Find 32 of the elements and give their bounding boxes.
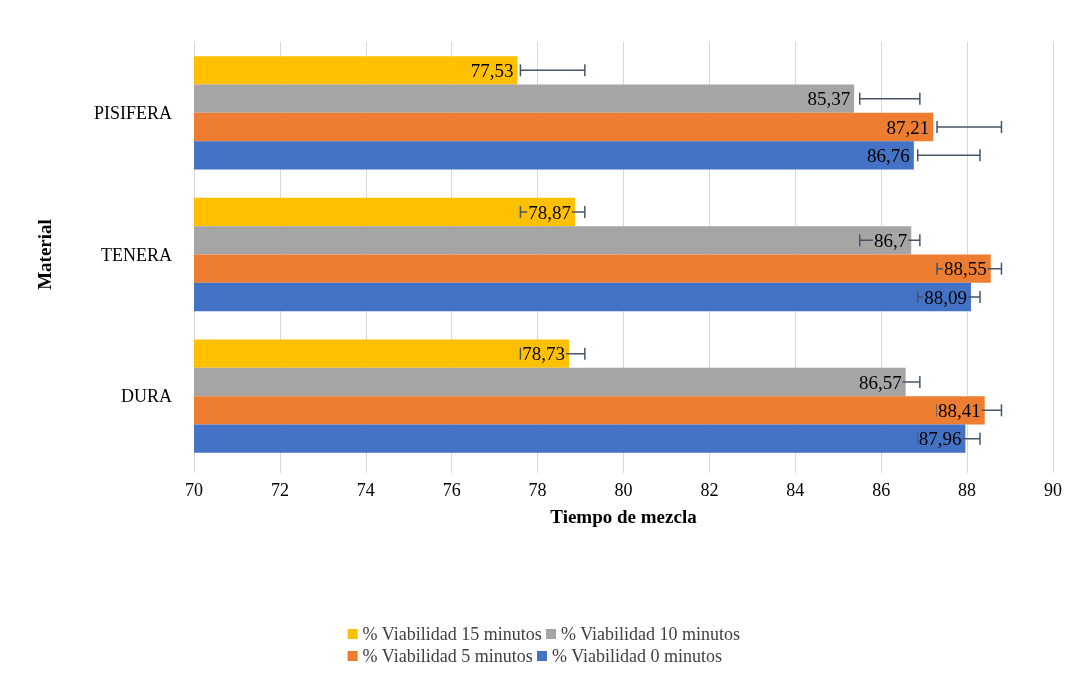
- legend-label: % Viabilidad 15 minutos: [362, 624, 542, 644]
- y-tick-label: PISIFERA: [93, 102, 172, 123]
- x-tick-label: 86: [872, 480, 891, 500]
- x-tick-label: 82: [700, 480, 719, 500]
- x-tick-label: 84: [786, 480, 805, 500]
- data-label: 88,09: [924, 286, 967, 308]
- data-label: 77,53: [470, 59, 514, 81]
- data-label: 87,21: [886, 116, 930, 138]
- x-tick-label: 72: [270, 480, 289, 500]
- y-tick-label: TENERA: [101, 244, 172, 265]
- data-label: 78,73: [522, 343, 565, 365]
- x-tick-label: 76: [442, 480, 461, 500]
- x-tick-label: 90: [1044, 480, 1062, 500]
- data-label: 88,41: [937, 399, 981, 421]
- x-axis-title: Tiempo de mezcla: [550, 506, 698, 527]
- x-tick-label: 70: [185, 480, 203, 500]
- data-label: 85,37: [807, 88, 851, 110]
- x-tick-label: 78: [528, 480, 547, 500]
- data-label: 88,55: [943, 258, 987, 280]
- legend-label: % Viabilidad 0 minutos: [552, 646, 723, 666]
- y-axis-title: Material: [34, 219, 55, 290]
- data-label: 86,57: [858, 371, 902, 393]
- legend-label: % Viabilidad 10 minutos: [561, 624, 741, 644]
- data-label: 87,96: [918, 428, 962, 450]
- x-tick-label: 88: [958, 480, 977, 500]
- data-label: 86,7: [874, 229, 908, 251]
- y-tick-label: DURA: [120, 386, 172, 407]
- legend-label: % Viabilidad 5 minutos: [362, 646, 533, 666]
- data-label: 86,76: [867, 144, 910, 166]
- x-tick-label: 74: [356, 480, 375, 500]
- data-label: 78,87: [528, 201, 571, 223]
- x-tick-label: 80: [614, 480, 633, 500]
